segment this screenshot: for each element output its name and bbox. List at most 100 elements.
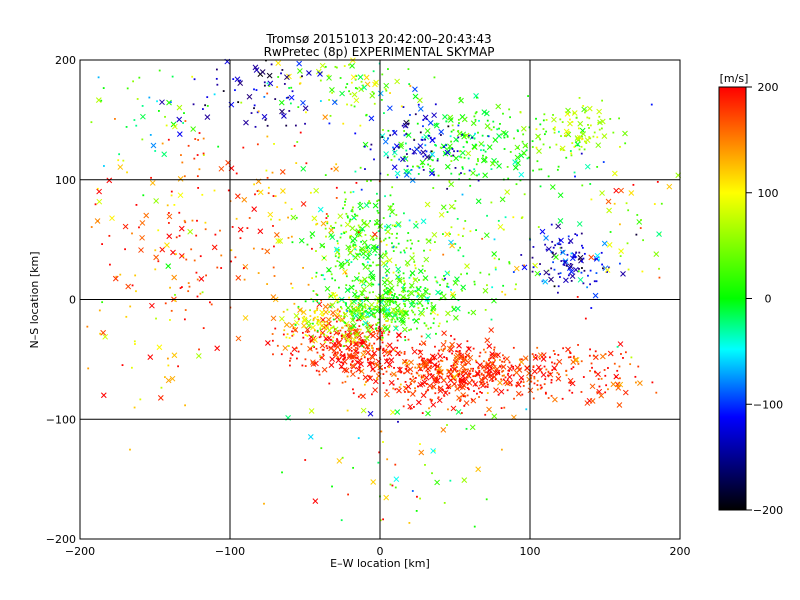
data-point-x [319,62,326,69]
data-point [337,256,340,259]
data-point [398,366,401,369]
data-point [589,124,592,127]
data-point [403,251,406,254]
data-point [339,344,342,347]
data-point-x [372,247,378,254]
data-point [347,493,349,496]
data-point-x [514,364,521,371]
data-point [346,310,348,312]
data-point [368,342,371,345]
data-point-x [562,258,569,264]
data-point [411,242,413,245]
data-point-x [176,131,183,137]
data-point-x [336,458,343,464]
data-point-x [383,82,390,89]
data-point [301,75,303,78]
data-point [446,368,449,371]
data-point [473,168,476,171]
data-point-x [170,249,176,256]
data-point [364,306,367,308]
data-point-x [563,128,570,135]
data-point [328,99,331,101]
data-point-x [350,371,356,378]
data-point [403,212,405,215]
data-point [409,286,412,289]
data-point [440,297,442,300]
data-point [403,130,406,132]
data-point [404,380,407,383]
data-point [409,148,412,150]
data-point [545,119,548,121]
data-point-x [394,409,401,415]
data-point [619,145,621,148]
data-point-x [475,466,482,473]
data-point-x [489,361,496,367]
data-point [392,300,394,303]
data-point-x [515,381,522,388]
data-point [485,399,488,402]
data-point [577,270,580,273]
data-point-x [387,205,394,211]
data-point [367,359,369,361]
data-point [492,120,495,123]
data-point [370,143,373,146]
data-point [503,148,506,150]
data-point [548,146,551,149]
data-point [424,154,427,156]
data-point [458,350,461,352]
data-point [568,242,571,244]
data-point [381,73,384,76]
data-point [552,246,555,249]
data-point [635,381,637,384]
data-point [404,309,407,312]
data-point [502,354,504,357]
data-point [554,244,557,247]
data-point [315,293,318,296]
data-point [393,155,396,158]
data-point [458,351,461,354]
data-point-x [211,244,218,251]
data-point [450,288,452,291]
data-point [478,355,481,358]
data-point [365,296,368,299]
data-point [329,305,332,308]
data-point [613,362,616,365]
data-point-x [360,351,367,358]
data-point-x [359,290,365,296]
data-point [608,266,610,269]
data-point [388,350,391,353]
data-point [175,253,177,255]
data-point [461,193,464,196]
data-point-x [166,233,173,240]
data-point [338,310,341,313]
data-point [328,122,331,125]
data-point [119,273,122,276]
data-point-x [595,142,602,149]
data-point [384,367,386,369]
data-point [554,126,556,129]
data-point [490,201,493,204]
data-point [316,320,319,323]
data-point [571,142,574,144]
data-point [396,232,398,235]
data-point-x [380,260,387,267]
data-point [294,124,297,127]
data-point [377,283,380,286]
data-point [376,377,378,380]
data-point [531,270,534,273]
data-point [325,217,328,219]
data-point [587,274,589,277]
data-point [384,250,387,253]
data-point [493,257,496,260]
data-point [392,246,395,249]
data-point [350,210,353,212]
data-point [311,277,314,280]
data-point [384,237,387,240]
data-point [392,297,395,299]
data-point [604,353,607,355]
data-point-x [300,165,307,172]
data-point-x [326,327,333,334]
data-point [538,357,541,360]
data-point [376,192,378,195]
data-point [493,346,496,349]
